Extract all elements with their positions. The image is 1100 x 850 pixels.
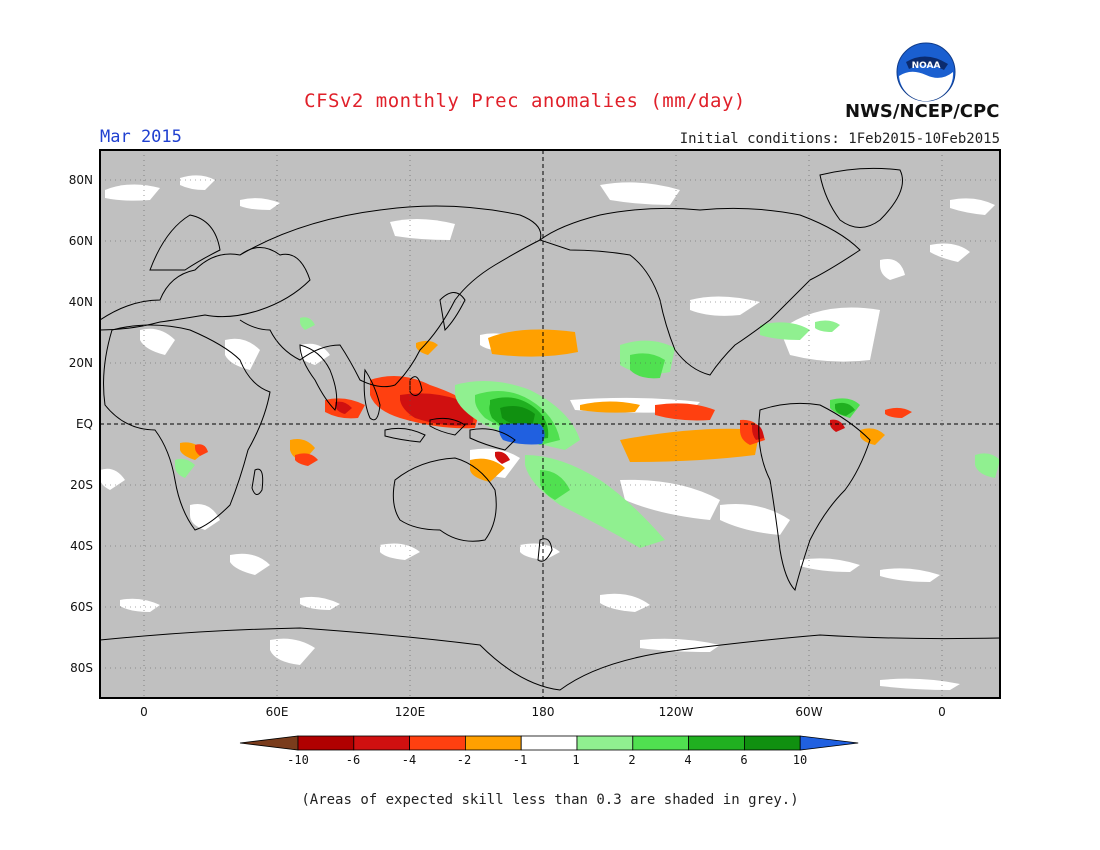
colorbar-segment xyxy=(520,735,578,751)
longitude-labels: 0 60E 120E 180 120W 60W 0 xyxy=(140,705,946,719)
lat-label: EQ xyxy=(76,417,93,431)
lat-label: 80N xyxy=(69,173,93,187)
lat-label: 80S xyxy=(70,661,93,675)
footnote: (Areas of expected skill less than 0.3 a… xyxy=(301,792,799,808)
colorbar-tick: 4 xyxy=(684,753,692,767)
latitude-labels: 80N 60N 40N 20N EQ 20S 40S 60S 80S xyxy=(69,173,93,675)
colorbar-segment xyxy=(464,735,522,751)
colorbar-segment xyxy=(632,735,689,751)
colorbar xyxy=(239,735,859,751)
colorbar-segment xyxy=(297,735,355,751)
colorbar-segment xyxy=(409,735,466,751)
anomaly-fields xyxy=(100,150,1000,698)
darkest-green-patches xyxy=(500,406,535,428)
orange-patches xyxy=(180,329,885,482)
lon-label: 120W xyxy=(659,705,694,719)
colorbar-tick: 10 xyxy=(792,753,808,767)
white-patches xyxy=(100,175,995,690)
lat-label: 40N xyxy=(69,295,93,309)
colorbar-tick: 1 xyxy=(572,753,580,767)
map-frame xyxy=(99,149,1001,699)
forecast-month: Mar 2015 xyxy=(100,127,182,147)
blue-patches xyxy=(499,423,545,445)
colorbar-tick: -10 xyxy=(287,753,309,767)
lon-label: 120E xyxy=(395,705,426,719)
colorbar-tick: 6 xyxy=(740,753,748,767)
colorbar-segment xyxy=(576,735,634,751)
initial-conditions: Initial conditions: 1Feb2015-10Feb2015 xyxy=(679,131,1000,147)
coastlines xyxy=(100,167,1000,691)
colorbar-tick: -6 xyxy=(345,753,361,767)
lon-label: 0 xyxy=(938,705,946,719)
colorbar-segment xyxy=(353,735,410,751)
colorbar-tick: -2 xyxy=(456,753,472,767)
lat-label: 60N xyxy=(69,234,93,248)
colorbar-segment xyxy=(688,735,745,751)
lon-label: 60E xyxy=(266,705,289,719)
graticule xyxy=(100,150,1000,698)
colorbar-segment xyxy=(744,735,801,751)
logo-text: NOAA xyxy=(912,61,941,71)
red-patches xyxy=(335,393,845,464)
noaa-logo: NOAA xyxy=(896,42,956,102)
lon-label: 180 xyxy=(532,705,555,719)
colorbar-segment xyxy=(799,735,859,751)
map-title: CFSv2 monthly Prec anomalies (mm/day) xyxy=(304,90,746,112)
colorbar-tick: -4 xyxy=(401,753,417,767)
lat-label: 60S xyxy=(70,600,93,614)
colorbar-tick: 2 xyxy=(628,753,636,767)
lat-label: 20N xyxy=(69,356,93,370)
colorbar-tick: -1 xyxy=(512,753,528,767)
lat-label: 20S xyxy=(70,478,93,492)
lon-label: 0 xyxy=(140,705,148,719)
colorbar-segment xyxy=(239,735,299,751)
agency-label: NWS/NCEP/CPC xyxy=(845,101,1000,122)
lat-label: 40S xyxy=(70,539,93,553)
lon-label: 60W xyxy=(795,705,822,719)
